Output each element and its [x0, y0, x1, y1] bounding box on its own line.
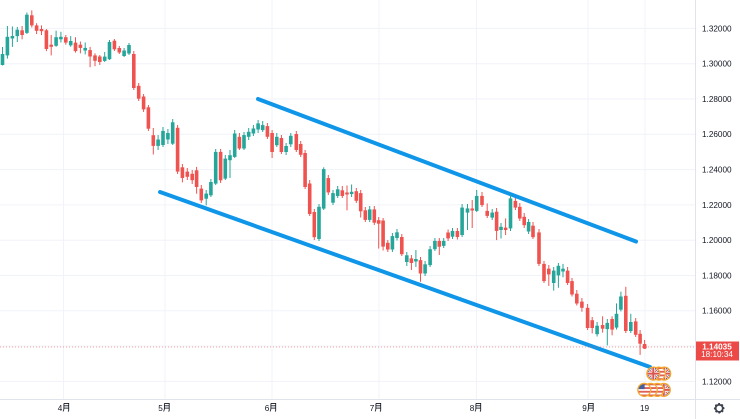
svg-text:5: 5 — [158, 404, 163, 413]
svg-text:9: 9 — [582, 404, 587, 413]
svg-text:1.28000: 1.28000 — [702, 95, 732, 104]
svg-text:1.22000: 1.22000 — [702, 201, 732, 210]
svg-text:1.18000: 1.18000 — [702, 271, 732, 280]
svg-text:1.24000: 1.24000 — [702, 166, 732, 175]
svg-text:1.30000: 1.30000 — [702, 60, 732, 69]
svg-text:1.32000: 1.32000 — [702, 24, 732, 33]
svg-text:7: 7 — [370, 404, 375, 413]
svg-text:1.20000: 1.20000 — [702, 236, 732, 245]
svg-text:6: 6 — [265, 404, 270, 413]
svg-text:1.26000: 1.26000 — [702, 130, 732, 139]
svg-text:8: 8 — [470, 404, 475, 413]
svg-text:4: 4 — [58, 404, 63, 413]
svg-text:18:10:34: 18:10:34 — [701, 350, 733, 359]
svg-text:1.14035: 1.14035 — [702, 343, 732, 352]
svg-text:1.16000: 1.16000 — [702, 307, 732, 316]
svg-text:1.12000: 1.12000 — [702, 377, 732, 386]
svg-text:19: 19 — [640, 404, 650, 413]
